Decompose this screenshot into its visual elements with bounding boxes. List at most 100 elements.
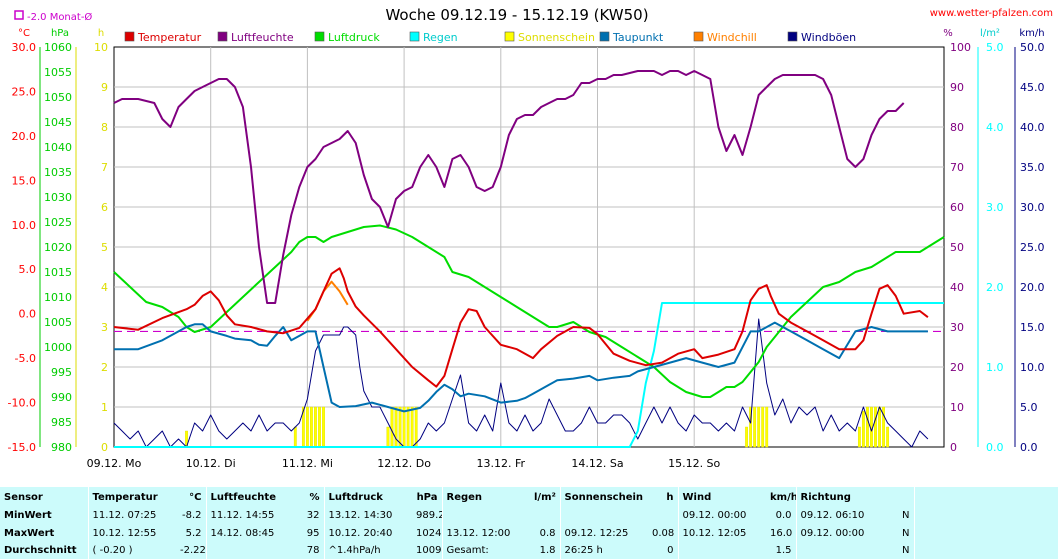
temp-axis-tick-label: 0.0: [19, 308, 37, 321]
sunshine-axis-tick-label: 10: [94, 41, 108, 54]
stats-temp-time: 10.12. 12:55: [87, 524, 176, 542]
stats-temp-time: 11.12. 07:25: [87, 507, 176, 525]
sunshine-bar: [765, 406, 769, 448]
sunshine-bar: [410, 406, 414, 448]
humidity-axis-tick-label: 0: [950, 441, 957, 454]
temp-axis-tick-label: 15.0: [12, 174, 37, 187]
sunshine-axis-tick-label: 6: [101, 201, 108, 214]
site-link[interactable]: www.wetter-pfalzen.com: [930, 8, 1053, 19]
stats-rain-value: 0.8: [539, 527, 556, 539]
stats-wind-time: 09.12. 00:00: [677, 507, 766, 525]
wind-axis-tick-label: 5.0: [1020, 401, 1038, 414]
stats-pressure-time: 13.12. 14:30: [323, 507, 412, 525]
temp-axis-tick-label: 30.0: [12, 41, 37, 54]
stats-pressure-time: ^1.4hPa/h: [323, 541, 412, 559]
chart-labels: Woche 09.12.19 - 15.12.19 (KW50) www.wet…: [14, 6, 1053, 39]
temp-axis-tick-label: -10.0: [8, 397, 36, 410]
stats-header-temperatur: Temperatur: [87, 487, 176, 508]
pressure-axis-tick-label: 1020: [44, 241, 72, 254]
chart-data-layer: [113, 70, 945, 448]
stats-pressure-value: 1024.3: [416, 527, 442, 539]
stats-header-richtung: Richtung: [795, 487, 884, 508]
stats-sun-value: 0.08: [652, 527, 675, 539]
stats-rain-time: Gesamt:: [441, 541, 530, 559]
sunshine-bar: [390, 406, 394, 448]
pressure-axis-tick-label: 1030: [44, 191, 72, 204]
x-tick-label: 09.12. Mo: [87, 457, 142, 470]
x-tick-label: 11.12. Mi: [282, 457, 333, 470]
legend-label: Windböen: [801, 31, 856, 44]
stats-pressure-time: 10.12. 20:40: [323, 524, 412, 542]
stats-temp-time: ( -0.20 ): [87, 541, 176, 559]
rain-unit-label: l/m²: [980, 28, 1000, 39]
stats-rain-time: 13.12. 12:00: [441, 524, 530, 542]
stats-row-label: MaxWert: [4, 527, 55, 539]
temp-axis-tick-label: 25.0: [12, 85, 37, 98]
sunshine-axis-tick-label: 2: [101, 361, 108, 374]
humidity-axis-tick-label: 90: [950, 81, 964, 94]
stats-header-luftdruck: Luftdruck: [323, 487, 412, 508]
pressure-axis-tick-label: 985: [51, 416, 72, 429]
stats-header-sensor: Sensor: [4, 491, 43, 503]
stats-sun-time: [559, 507, 648, 525]
pressure-axis-tick-label: 1050: [44, 91, 72, 104]
monthly-avg-label: -2.0 Monat-Ø: [27, 11, 92, 23]
pressure-axis-tick-label: 1015: [44, 266, 72, 279]
chart-title: Woche 09.12.19 - 15.12.19 (KW50): [385, 6, 648, 24]
legend-swatch: [409, 31, 420, 42]
weather-chart: 09.12. Mo 10.12. Di 11.12. Mi 12.12. Do 13.1…: [8, 6, 1053, 470]
sunshine-bar: [310, 406, 313, 448]
humidity-axis-tick-label: 50: [950, 241, 964, 254]
stats-header-luftdruck-unit: hPa: [416, 491, 438, 503]
pressure-axis-tick-label: 1010: [44, 291, 72, 304]
legend-label: Taupunkt: [612, 31, 664, 44]
stats-humidity-time: [205, 541, 294, 559]
sunshine-bar: [761, 406, 765, 448]
temp-axis-tick-label: 20.0: [12, 130, 37, 143]
rain-axis-tick-label: 1.0: [986, 361, 1004, 374]
rain-axis-tick-label: 2.0: [986, 281, 1004, 294]
stats-temp-value: -8.2: [181, 510, 202, 522]
humidity-unit-label: %: [943, 28, 953, 39]
stats-pressure-value: 989.2: [416, 510, 442, 522]
stats-spacer: [913, 524, 1058, 542]
stats-header-sonnenschein-unit: h: [666, 491, 674, 503]
stats-header-sonnenschein: Sonnenschein: [559, 487, 648, 508]
statistics-table: Sensor Temperatur °C Luftfeuchte % Luftd…: [0, 487, 1058, 559]
temp-unit-label: °C: [18, 28, 30, 39]
series-line-taupunkt: [114, 321, 928, 413]
series-line-luftfeuchte: [113, 70, 905, 304]
stats-spacer: [913, 507, 1058, 525]
stats-humidity-value: 32: [306, 510, 320, 522]
sunshine-axis-tick-label: 8: [101, 121, 108, 134]
pressure-axis-tick-label: 1045: [44, 116, 72, 129]
stats-header-wind-unit: km/h: [770, 491, 796, 503]
legend-label: Temperatur: [137, 31, 202, 44]
pressure-axis-tick-label: 995: [51, 366, 72, 379]
pressure-axis-tick-label: 1005: [44, 316, 72, 329]
legend-swatch: [787, 31, 798, 42]
series-line-temperatur: [113, 267, 929, 388]
sunshine-bar: [322, 406, 325, 448]
stats-humidity-time: 11.12. 14:55: [205, 507, 294, 525]
sunshine-bar: [398, 406, 402, 448]
series-line-windben: [113, 318, 929, 448]
stats-wind-value: 1.5: [775, 544, 792, 556]
stats-rain-time: [441, 507, 530, 525]
pressure-axis-tick-label: 1035: [44, 166, 72, 179]
stats-wind-value: 16.0: [770, 527, 793, 539]
x-tick-label: 15.12. So: [668, 457, 720, 470]
stats-wind-value: 0.0: [775, 510, 792, 522]
stats-humidity-time: 14.12. 08:45: [205, 524, 294, 542]
stats-direction-value: N: [902, 527, 910, 539]
legend-swatch: [504, 31, 515, 42]
x-tick-label: 12.12. Do: [377, 457, 431, 470]
x-tick-label: 13.12. Fr: [477, 457, 526, 470]
wind-axis-tick-label: 30.0: [1020, 201, 1045, 214]
sunshine-bar: [857, 426, 861, 448]
sunshine-bar: [745, 426, 748, 448]
sunshine-axis-tick-label: 0: [101, 441, 108, 454]
sunshine-axis-tick-label: 9: [101, 81, 108, 94]
sunshine-bar: [293, 426, 297, 448]
humidity-axis-tick-label: 10: [950, 401, 964, 414]
